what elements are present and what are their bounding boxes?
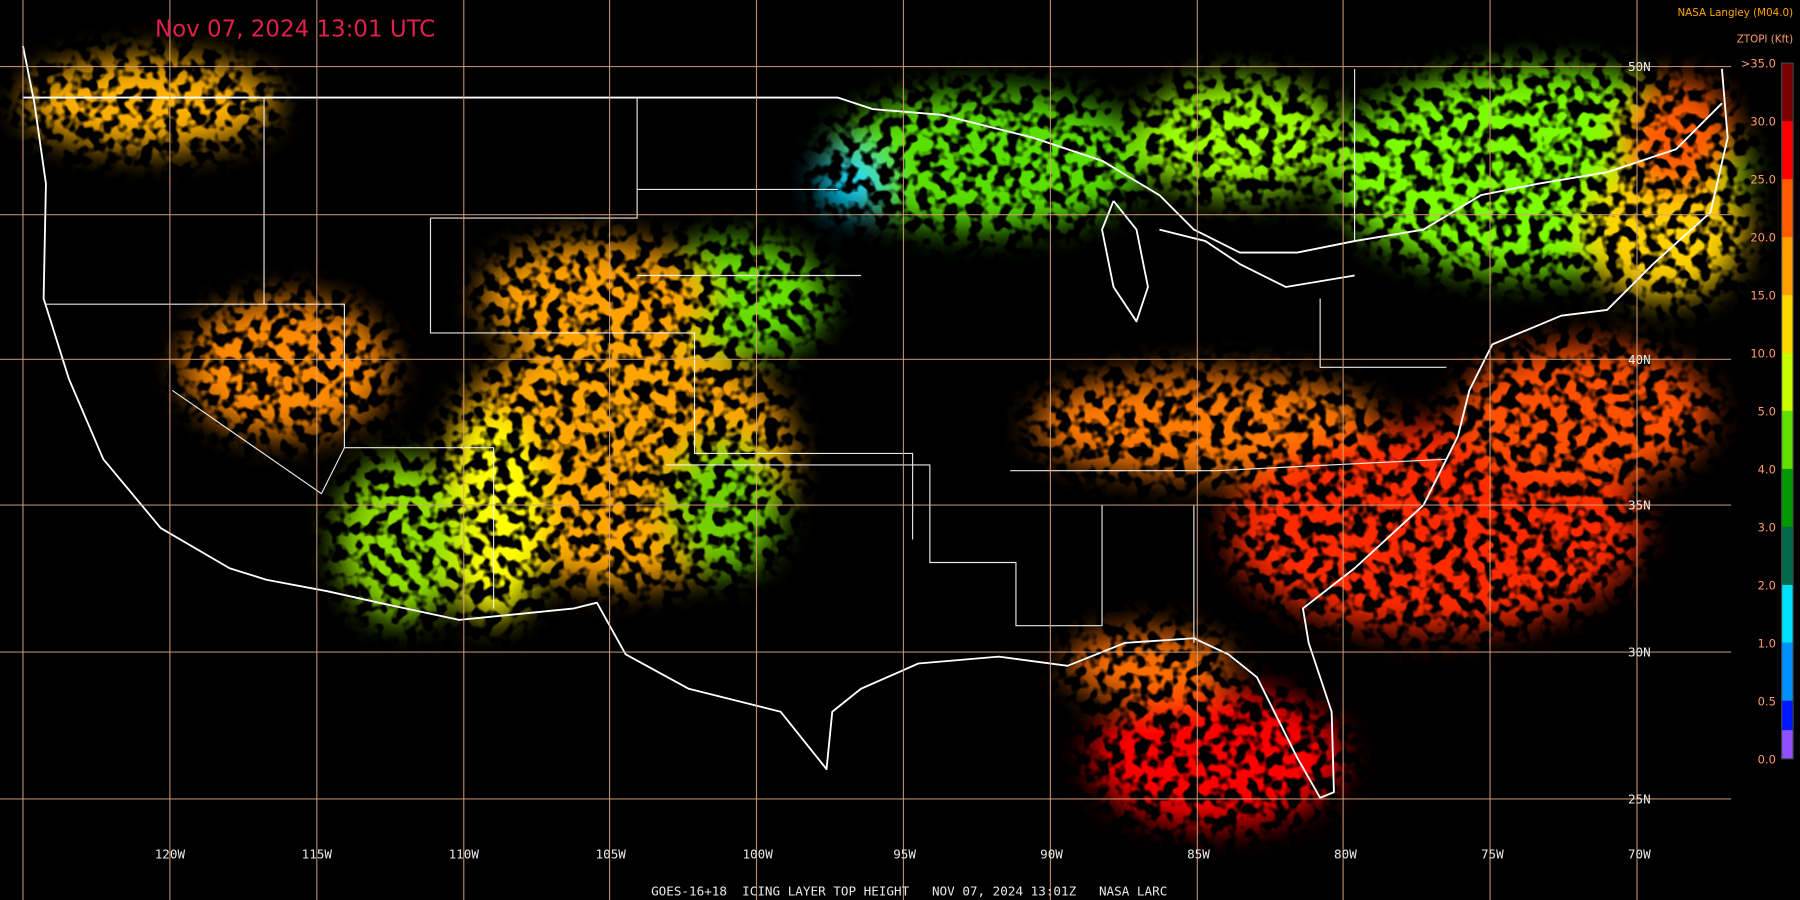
- color-swatch: [1781, 121, 1794, 180]
- longitude-label: 120W: [155, 847, 186, 862]
- longitude-label: 80W: [1334, 847, 1357, 862]
- longitude-label: 115W: [302, 847, 333, 862]
- color-swatch: [1781, 179, 1794, 238]
- northern-border: [22, 96, 1723, 254]
- legend-label: 20.0: [1750, 231, 1776, 245]
- color-swatch: [1781, 63, 1794, 122]
- colorbar-frame: [1781, 62, 1794, 760]
- legend-label: 1.0: [1758, 636, 1776, 650]
- color-swatch: [1781, 237, 1794, 296]
- legend-label: >35.0: [1741, 57, 1776, 71]
- timestamp: Nov 07, 2024 13:01 UTC: [155, 17, 435, 43]
- units: ZTOPI (Kft): [1737, 33, 1793, 45]
- longitude-label: 100W: [742, 847, 773, 862]
- lat-lon-grid: [0, 0, 1732, 900]
- legend-label: 5.0: [1758, 405, 1776, 419]
- legend-label: 0.5: [1758, 694, 1776, 708]
- longitude-label: 75W: [1481, 847, 1504, 862]
- color-swatch: [1781, 642, 1794, 701]
- legend-label: 10.0: [1750, 347, 1776, 361]
- coastline-and-borders: [22, 45, 1729, 799]
- longitude-label: 110W: [449, 847, 480, 862]
- cloud-field: [22, 57, 1745, 827]
- legend-label: 30.0: [1750, 115, 1776, 129]
- color-swatch: [1781, 730, 1794, 759]
- longitude-label: 105W: [596, 847, 627, 862]
- credit: NASA Langley (M04.0): [1677, 7, 1793, 19]
- state-lines: [45, 68, 1447, 643]
- latitude-label: 25N: [1628, 792, 1651, 807]
- latitude-label: 40N: [1628, 352, 1651, 367]
- legend-label: 4.0: [1758, 463, 1776, 477]
- legend-label: 25.0: [1750, 173, 1776, 187]
- great-lakes: [1101, 200, 1149, 323]
- color-swatch: [1781, 526, 1794, 585]
- color-swatch: [1781, 295, 1794, 353]
- latitude-label: 50N: [1628, 59, 1651, 74]
- longitude-label: 85W: [1187, 847, 1210, 862]
- legend-label: 3.0: [1758, 521, 1776, 535]
- grid-labels: 120W 115W 110W 105W 100W 95W 90W 85W 80W 75W 70W 50…: [155, 59, 1651, 862]
- colorbar: >35.0 30.0 25.0 20.0 15.0 10.0 5.0 4.0 3.0 2.0 1.0…: [1741, 57, 1794, 766]
- longitude-label: 90W: [1040, 847, 1063, 862]
- legend-label: 2.0: [1758, 578, 1776, 592]
- latitude-label: 35N: [1628, 498, 1651, 513]
- color-swatch: [1781, 352, 1794, 411]
- outline: [22, 45, 1729, 799]
- longitude-label: 95W: [893, 847, 916, 862]
- longitude-label: 70W: [1628, 847, 1651, 862]
- color-swatch: [1781, 410, 1794, 469]
- legend-label: 15.0: [1750, 289, 1776, 303]
- latitude-label: 30N: [1628, 645, 1651, 660]
- footer-caption: GOES-16+18 ICING LAYER TOP HEIGHT NOV 07…: [651, 883, 1167, 898]
- color-swatch: [1781, 468, 1794, 527]
- color-swatch: [1781, 700, 1794, 759]
- color-swatch: [1781, 584, 1794, 643]
- legend-label: 0.0: [1758, 752, 1776, 766]
- great-lakes: [1159, 228, 1355, 288]
